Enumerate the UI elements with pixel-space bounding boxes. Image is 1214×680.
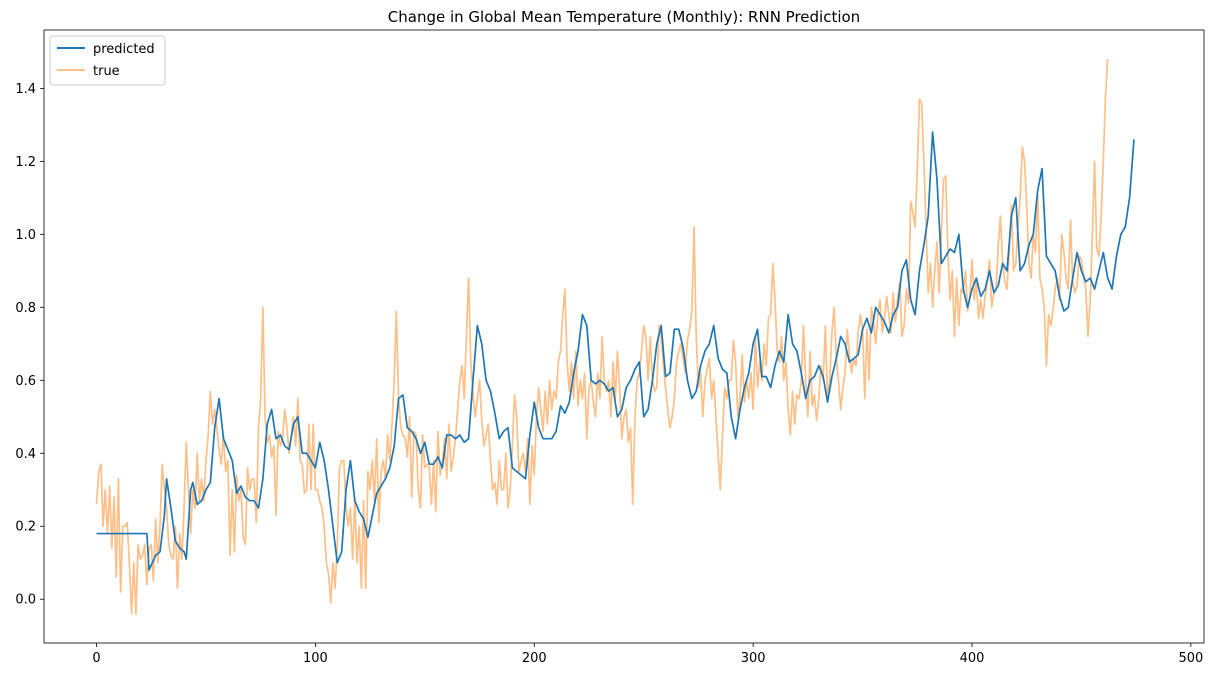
x-tick-label: 500 — [1178, 651, 1203, 666]
plot-area — [43, 29, 1205, 644]
series-line-true — [95, 59, 1109, 615]
y-tick-label: 1.2 — [15, 155, 36, 170]
plot-background — [44, 30, 1204, 643]
plot-frame — [43, 29, 1205, 644]
y-tick-label: 0.2 — [15, 520, 36, 535]
x-tick-label: 100 — [303, 651, 328, 666]
x-tick-label: 300 — [741, 651, 766, 666]
x-tick-label: 200 — [522, 651, 547, 666]
x-tick-label: 0 — [92, 651, 100, 666]
y-tick-label: 1.0 — [15, 228, 36, 243]
legend: predicted true — [49, 35, 166, 86]
y-tick-label: 0.0 — [15, 593, 36, 608]
x-axis: 0 100 200 300 400 500 — [92, 643, 1203, 666]
chart-title: Change in Global Mean Temperature (Month… — [388, 8, 860, 26]
y-tick-label: 0.6 — [15, 374, 36, 389]
y-tick-label: 0.8 — [15, 301, 36, 316]
y-axis: 0.0 0.2 0.4 0.6 0.8 1.0 1.2 1.4 — [15, 82, 44, 608]
legend-label-true: true — [93, 64, 120, 79]
y-tick-label: 1.4 — [15, 82, 36, 97]
legend-label-predicted: predicted — [93, 42, 155, 57]
x-tick-label: 400 — [960, 651, 985, 666]
series-line-predicted — [96, 131, 1135, 571]
series-layer — [95, 59, 1135, 615]
y-tick-label: 0.4 — [15, 447, 36, 462]
